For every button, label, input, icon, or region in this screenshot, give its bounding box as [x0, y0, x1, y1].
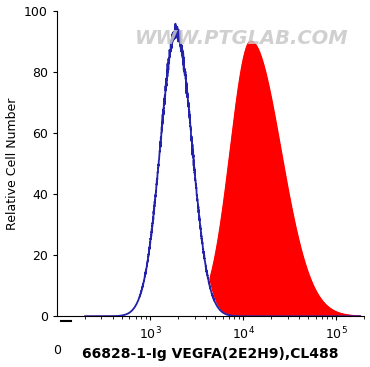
- Y-axis label: Relative Cell Number: Relative Cell Number: [6, 97, 18, 230]
- Text: WWW.PTGLAB.COM: WWW.PTGLAB.COM: [135, 29, 348, 48]
- Text: 0: 0: [53, 344, 61, 357]
- X-axis label: 66828-1-Ig VEGFA(2E2H9),CL488: 66828-1-Ig VEGFA(2E2H9),CL488: [83, 348, 339, 361]
